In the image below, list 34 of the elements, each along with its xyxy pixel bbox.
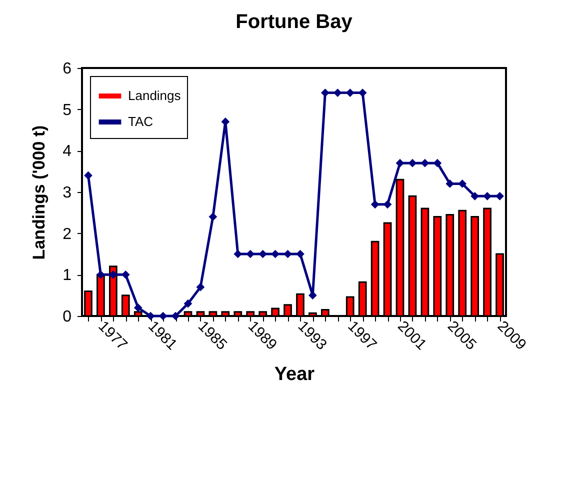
y-tick-label: 4 <box>62 143 72 160</box>
point <box>383 200 392 209</box>
legend-label: Landings <box>128 88 182 103</box>
y-tick-label: 0 <box>62 308 72 326</box>
x-tick-label: 1977 <box>94 318 130 354</box>
point <box>420 158 430 168</box>
point <box>320 88 330 97</box>
point <box>146 312 155 320</box>
y-tick-label: 2 <box>62 226 72 243</box>
point <box>284 250 292 258</box>
point <box>134 304 142 312</box>
point <box>208 212 218 221</box>
point <box>433 158 442 168</box>
y-tick-label: 3 <box>62 184 72 202</box>
point <box>196 282 205 292</box>
point <box>370 200 380 209</box>
point <box>184 299 192 308</box>
point <box>396 158 404 168</box>
point <box>496 192 504 200</box>
point <box>96 270 105 279</box>
point <box>84 171 92 180</box>
point <box>408 158 417 168</box>
y-axis-title: Landings ('000 t) <box>30 125 49 260</box>
x-tick-label: 1997 <box>344 318 380 354</box>
chart-title: Fortune Bay <box>236 11 354 33</box>
x-axis-title: Year <box>274 364 316 385</box>
point <box>296 250 304 258</box>
point <box>483 192 492 200</box>
y-tick-label: 6 <box>62 60 72 78</box>
legend-label: TAC <box>128 114 154 129</box>
point <box>171 312 180 320</box>
y-tick-label: 5 <box>62 102 72 119</box>
y-tick-label: 1 <box>62 267 72 284</box>
point <box>271 250 280 258</box>
